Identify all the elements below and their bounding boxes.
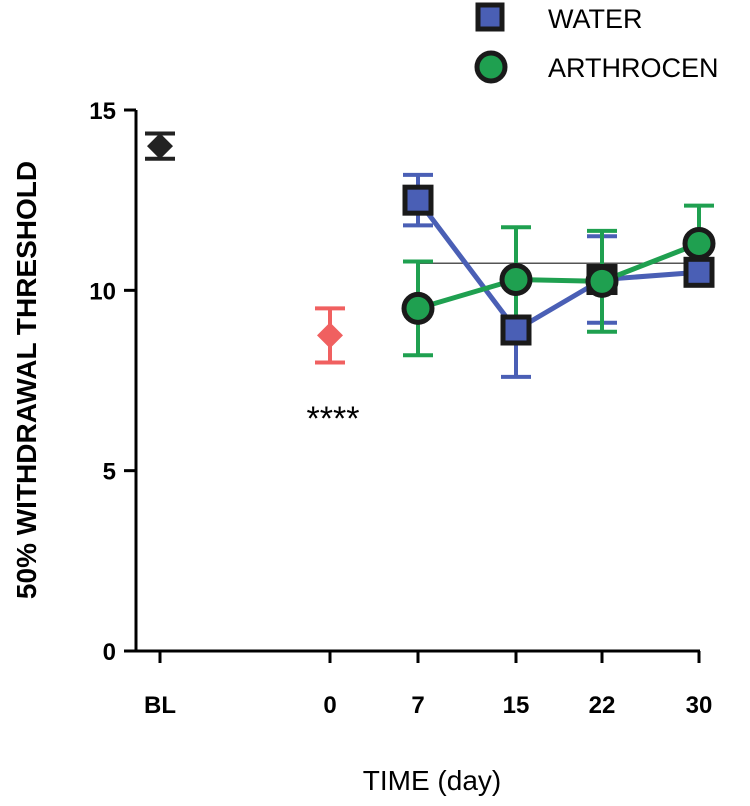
legend-label-water: WATER (548, 4, 643, 34)
x-axis-title: TIME (day) (363, 765, 501, 796)
series-layer (145, 131, 716, 379)
arthrocen-line (417, 241, 700, 311)
x-tick-label: 22 (589, 692, 616, 719)
x-tick-label: 7 (411, 692, 424, 719)
arthrocen-point (585, 264, 619, 298)
day0-point (317, 322, 343, 349)
water-line (416, 198, 700, 334)
water-point (683, 256, 715, 288)
y-tick-label: 10 (89, 278, 116, 305)
x-tick-label: BL (144, 692, 176, 719)
arthrocen-point (499, 263, 533, 297)
ticks-layer: 0 5 10 15 BL 0 7 15 22 30 (89, 98, 712, 719)
plot-area: 0 5 10 15 BL 0 7 15 22 30 (89, 98, 716, 719)
legend-label-arthrocen: ARTHROCEN (548, 53, 719, 83)
arthrocen-point (682, 226, 716, 260)
x-tick-label: 15 (503, 692, 530, 719)
x-tick-label: 30 (686, 692, 713, 719)
y-tick-label: 0 (103, 639, 116, 666)
arthrocen-point (401, 291, 435, 325)
legend-marker-square (475, 2, 505, 32)
y-tick-label: 15 (89, 98, 116, 125)
legend-item-water[interactable]: WATER (475, 2, 643, 34)
annotation-significance: **** (307, 400, 360, 438)
baseline-point (147, 133, 173, 160)
y-axis-title: 50% WITHDRAWAL THRESHOLD (11, 161, 42, 599)
y-tick-label: 5 (103, 459, 116, 486)
x-tick-label: 0 (323, 692, 336, 719)
water-point (500, 314, 532, 346)
water-point (402, 184, 434, 216)
legend[interactable]: WATER ARTHROCEN (474, 2, 719, 84)
legend-item-arthrocen[interactable]: ARTHROCEN (474, 50, 719, 84)
legend-marker-circle (474, 50, 508, 84)
